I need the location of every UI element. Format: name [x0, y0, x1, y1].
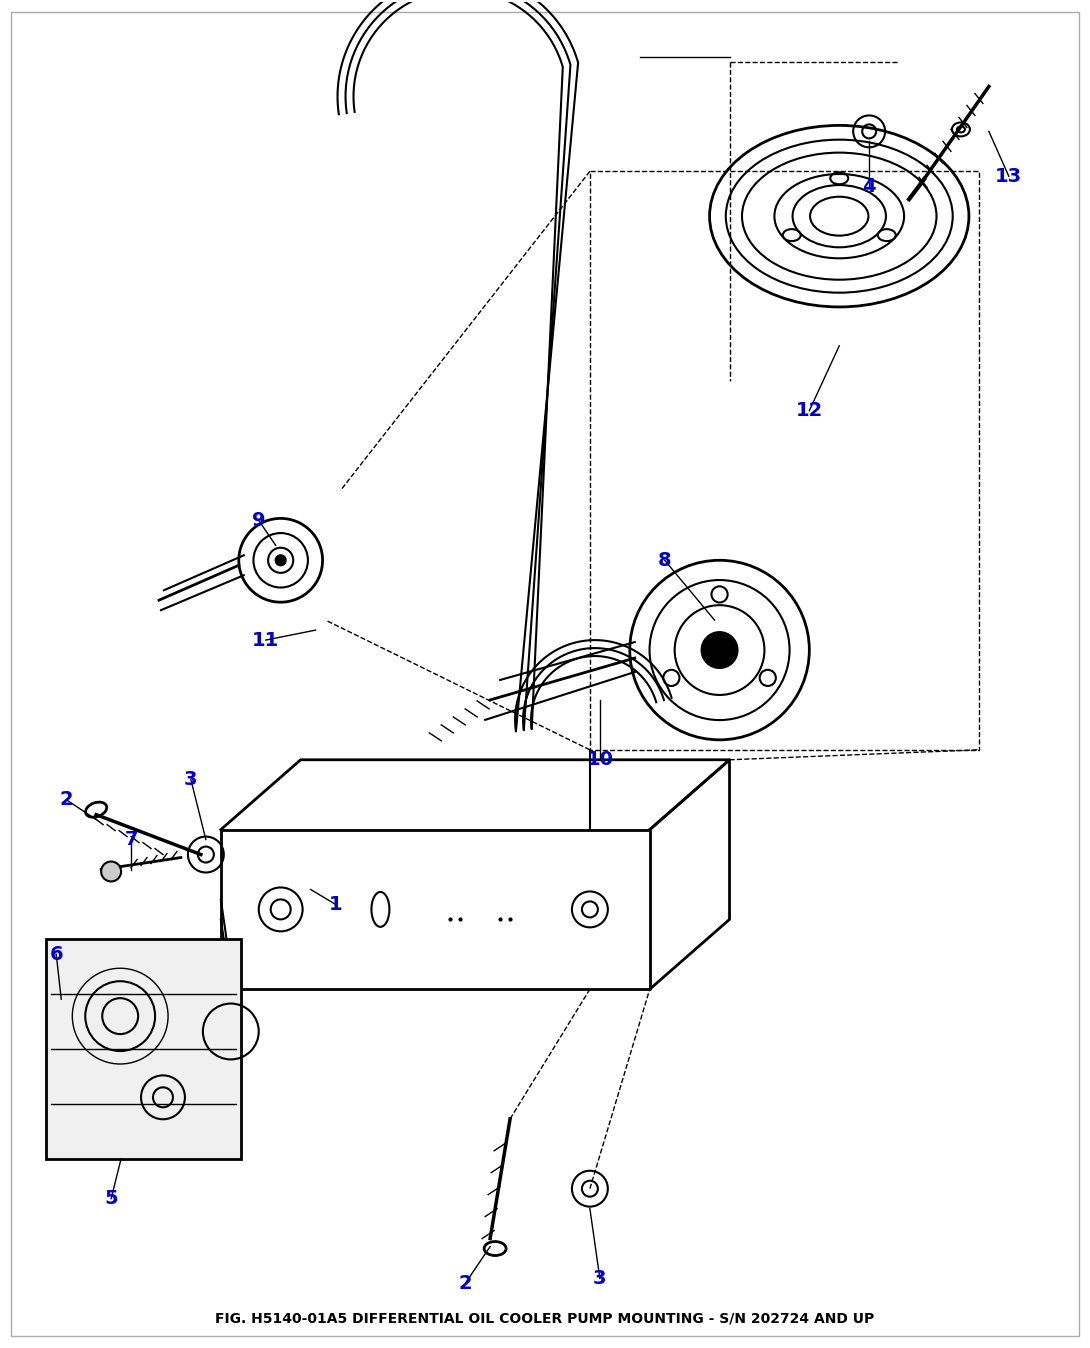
Text: 4: 4 — [862, 177, 876, 195]
Text: 6: 6 — [49, 945, 63, 964]
Text: 11: 11 — [252, 631, 279, 650]
Text: 3: 3 — [593, 1268, 607, 1287]
Text: 8: 8 — [658, 551, 671, 570]
Text: 2: 2 — [459, 1274, 472, 1293]
Text: 2: 2 — [60, 790, 73, 809]
Text: 5: 5 — [105, 1189, 118, 1208]
Circle shape — [101, 861, 121, 882]
Text: 3: 3 — [184, 770, 197, 789]
Text: 10: 10 — [586, 751, 614, 770]
Circle shape — [702, 632, 738, 669]
Text: 12: 12 — [796, 402, 823, 421]
Text: 1: 1 — [329, 895, 342, 914]
Text: FIG. H5140-01A5 DIFFERENTIAL OIL COOLER PUMP MOUNTING - S/N 202724 AND UP: FIG. H5140-01A5 DIFFERENTIAL OIL COOLER … — [216, 1312, 874, 1325]
Text: 13: 13 — [995, 167, 1022, 186]
Text: 9: 9 — [252, 511, 266, 530]
FancyBboxPatch shape — [46, 940, 241, 1159]
Text: 7: 7 — [124, 830, 137, 849]
Circle shape — [276, 555, 286, 565]
